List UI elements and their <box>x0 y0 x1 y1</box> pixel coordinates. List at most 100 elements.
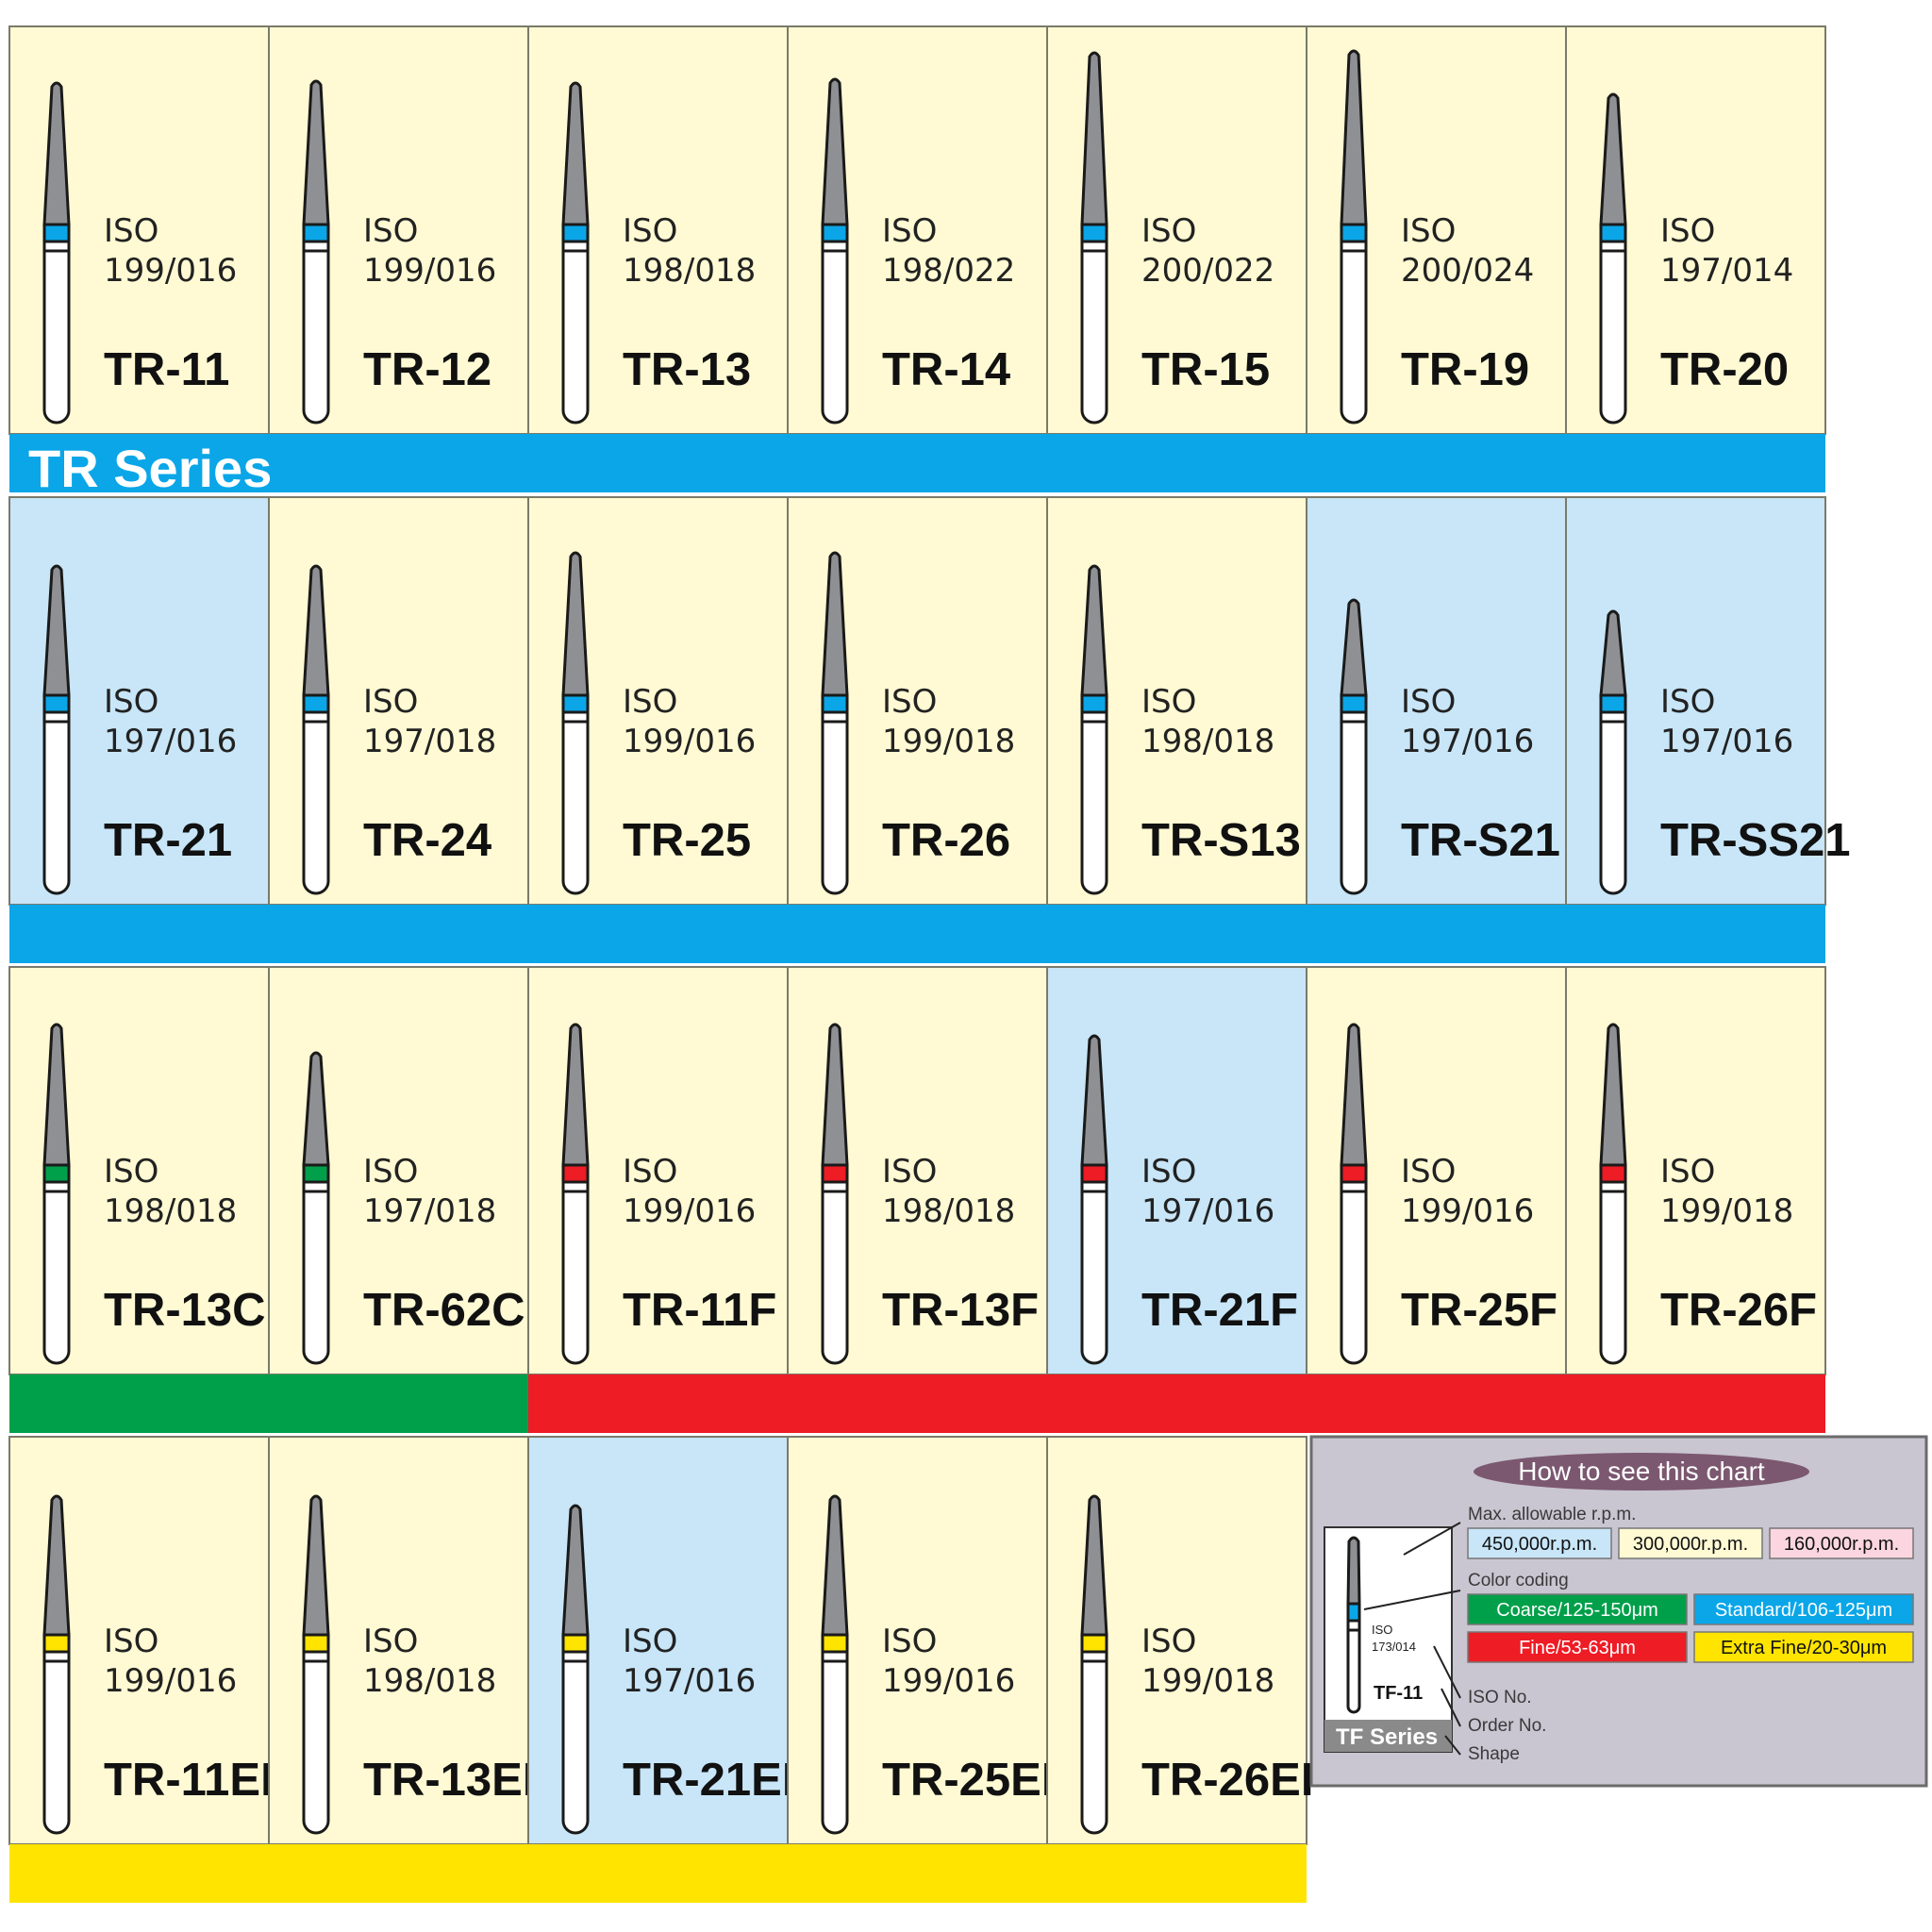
iso-number: 197/018 <box>363 1192 496 1230</box>
order-number: TR-13 <box>623 344 751 395</box>
bur-head <box>302 79 330 226</box>
grade-box <box>1693 1593 1914 1625</box>
bur-cells: ISO199/016TR-11ISO199/016TR-12ISO198/018… <box>8 25 1851 1845</box>
grit-band <box>9 905 1825 963</box>
iso-label: ISO <box>1660 683 1715 721</box>
iso-label: ISO <box>104 683 158 721</box>
grade-box-label: Extra Fine/20-30μm <box>1721 1638 1887 1658</box>
order-number: TR-26EF <box>1141 1755 1329 1806</box>
iso-number: 199/016 <box>363 252 496 290</box>
bur-head <box>1340 598 1368 697</box>
order-number: TR-12 <box>363 344 491 395</box>
iso-label: ISO <box>882 212 937 250</box>
sample-iso-label: ISO <box>1372 1623 1392 1637</box>
legend-title: How to see this chart <box>1518 1457 1765 1486</box>
order-number: TR-13C <box>104 1285 266 1336</box>
bur-shank <box>302 720 330 895</box>
bur-head <box>561 81 590 226</box>
bur-shank <box>302 249 330 425</box>
bur-head <box>1346 1536 1361 1606</box>
iso-label: ISO <box>363 1153 418 1191</box>
iso-number: 199/018 <box>1660 1192 1793 1230</box>
iso-number: 198/018 <box>882 1192 1015 1230</box>
grit-ring <box>1340 693 1368 714</box>
grit-ring <box>1599 223 1627 243</box>
series-title: TR Series <box>28 439 272 498</box>
order-number: TR-21EF <box>623 1755 810 1806</box>
grit-ring <box>302 223 330 243</box>
legend-title-pill <box>1474 1453 1809 1491</box>
iso-number: 199/016 <box>104 1662 237 1700</box>
iso-number: 199/016 <box>623 723 756 760</box>
grit-ring <box>821 693 849 714</box>
grit-ring <box>302 1163 330 1184</box>
iso-label: ISO <box>1401 1153 1456 1191</box>
bur-shank <box>1340 1190 1368 1365</box>
iso-label: ISO <box>882 1153 937 1191</box>
iso-number: 197/016 <box>104 723 237 760</box>
grit-ring <box>302 1633 330 1654</box>
grit-ring <box>42 1163 71 1184</box>
pointer-color <box>1363 1590 1461 1610</box>
bur-head <box>1340 49 1368 226</box>
iso-label: ISO <box>104 212 158 250</box>
grit-ring <box>42 1633 71 1654</box>
rpm-box-label: 450,000r.p.m. <box>1482 1534 1597 1555</box>
bur-head <box>42 564 71 697</box>
bur-shank <box>1340 720 1368 895</box>
grit-ring <box>42 693 71 714</box>
iso-number: 198/022 <box>882 252 1015 290</box>
order-number: TR-26F <box>1660 1285 1817 1336</box>
iso-label: ISO <box>882 1623 937 1660</box>
order-number: TR-SS21 <box>1660 815 1851 866</box>
order-number: TR-21F <box>1141 1285 1298 1336</box>
pointer-shape <box>1444 1735 1461 1756</box>
order-number: TR-13F <box>882 1285 1039 1336</box>
iso-label: ISO <box>623 1153 677 1191</box>
grit-band <box>9 434 1825 492</box>
sample-card-box <box>1324 1526 1453 1753</box>
bur-head <box>1080 51 1108 226</box>
bur-shank <box>1599 249 1627 425</box>
grit-ring <box>561 223 590 243</box>
sample-series-band <box>1324 1720 1452 1752</box>
sample-card: ISO 173/014 TF-11 TF Series <box>1324 1526 1453 1753</box>
iso-number: 198/018 <box>1141 723 1274 760</box>
bur-head <box>302 1494 330 1637</box>
iso-number: 199/018 <box>1141 1662 1274 1700</box>
iso-label: ISO <box>363 212 418 250</box>
grade-box <box>1467 1631 1688 1663</box>
order-number: TR-11F <box>623 1285 776 1336</box>
order-number: TR-62C <box>363 1285 525 1336</box>
rpm-box <box>1618 1527 1763 1559</box>
pointer-order <box>1441 1688 1461 1727</box>
order-number: TR-13EF <box>363 1755 551 1806</box>
order-number: TR-S13 <box>1141 815 1301 866</box>
order-number: TR-25EF <box>882 1755 1070 1806</box>
bur-shank <box>302 1190 330 1365</box>
grade-box-label: Coarse/125-150μm <box>1496 1600 1658 1621</box>
iso-number: 198/018 <box>104 1192 237 1230</box>
shape-caption: Shape <box>1468 1744 1520 1764</box>
order-number: TR-11 <box>104 344 229 395</box>
bur-head <box>1599 92 1627 226</box>
order-number: TR-26 <box>882 815 1010 866</box>
bur-head <box>302 1051 330 1167</box>
iso-number: 199/016 <box>623 1192 756 1230</box>
grit-ring <box>561 693 590 714</box>
grit-ring <box>1080 1633 1108 1654</box>
iso-number: 199/018 <box>882 723 1015 760</box>
grit-ring <box>821 1163 849 1184</box>
